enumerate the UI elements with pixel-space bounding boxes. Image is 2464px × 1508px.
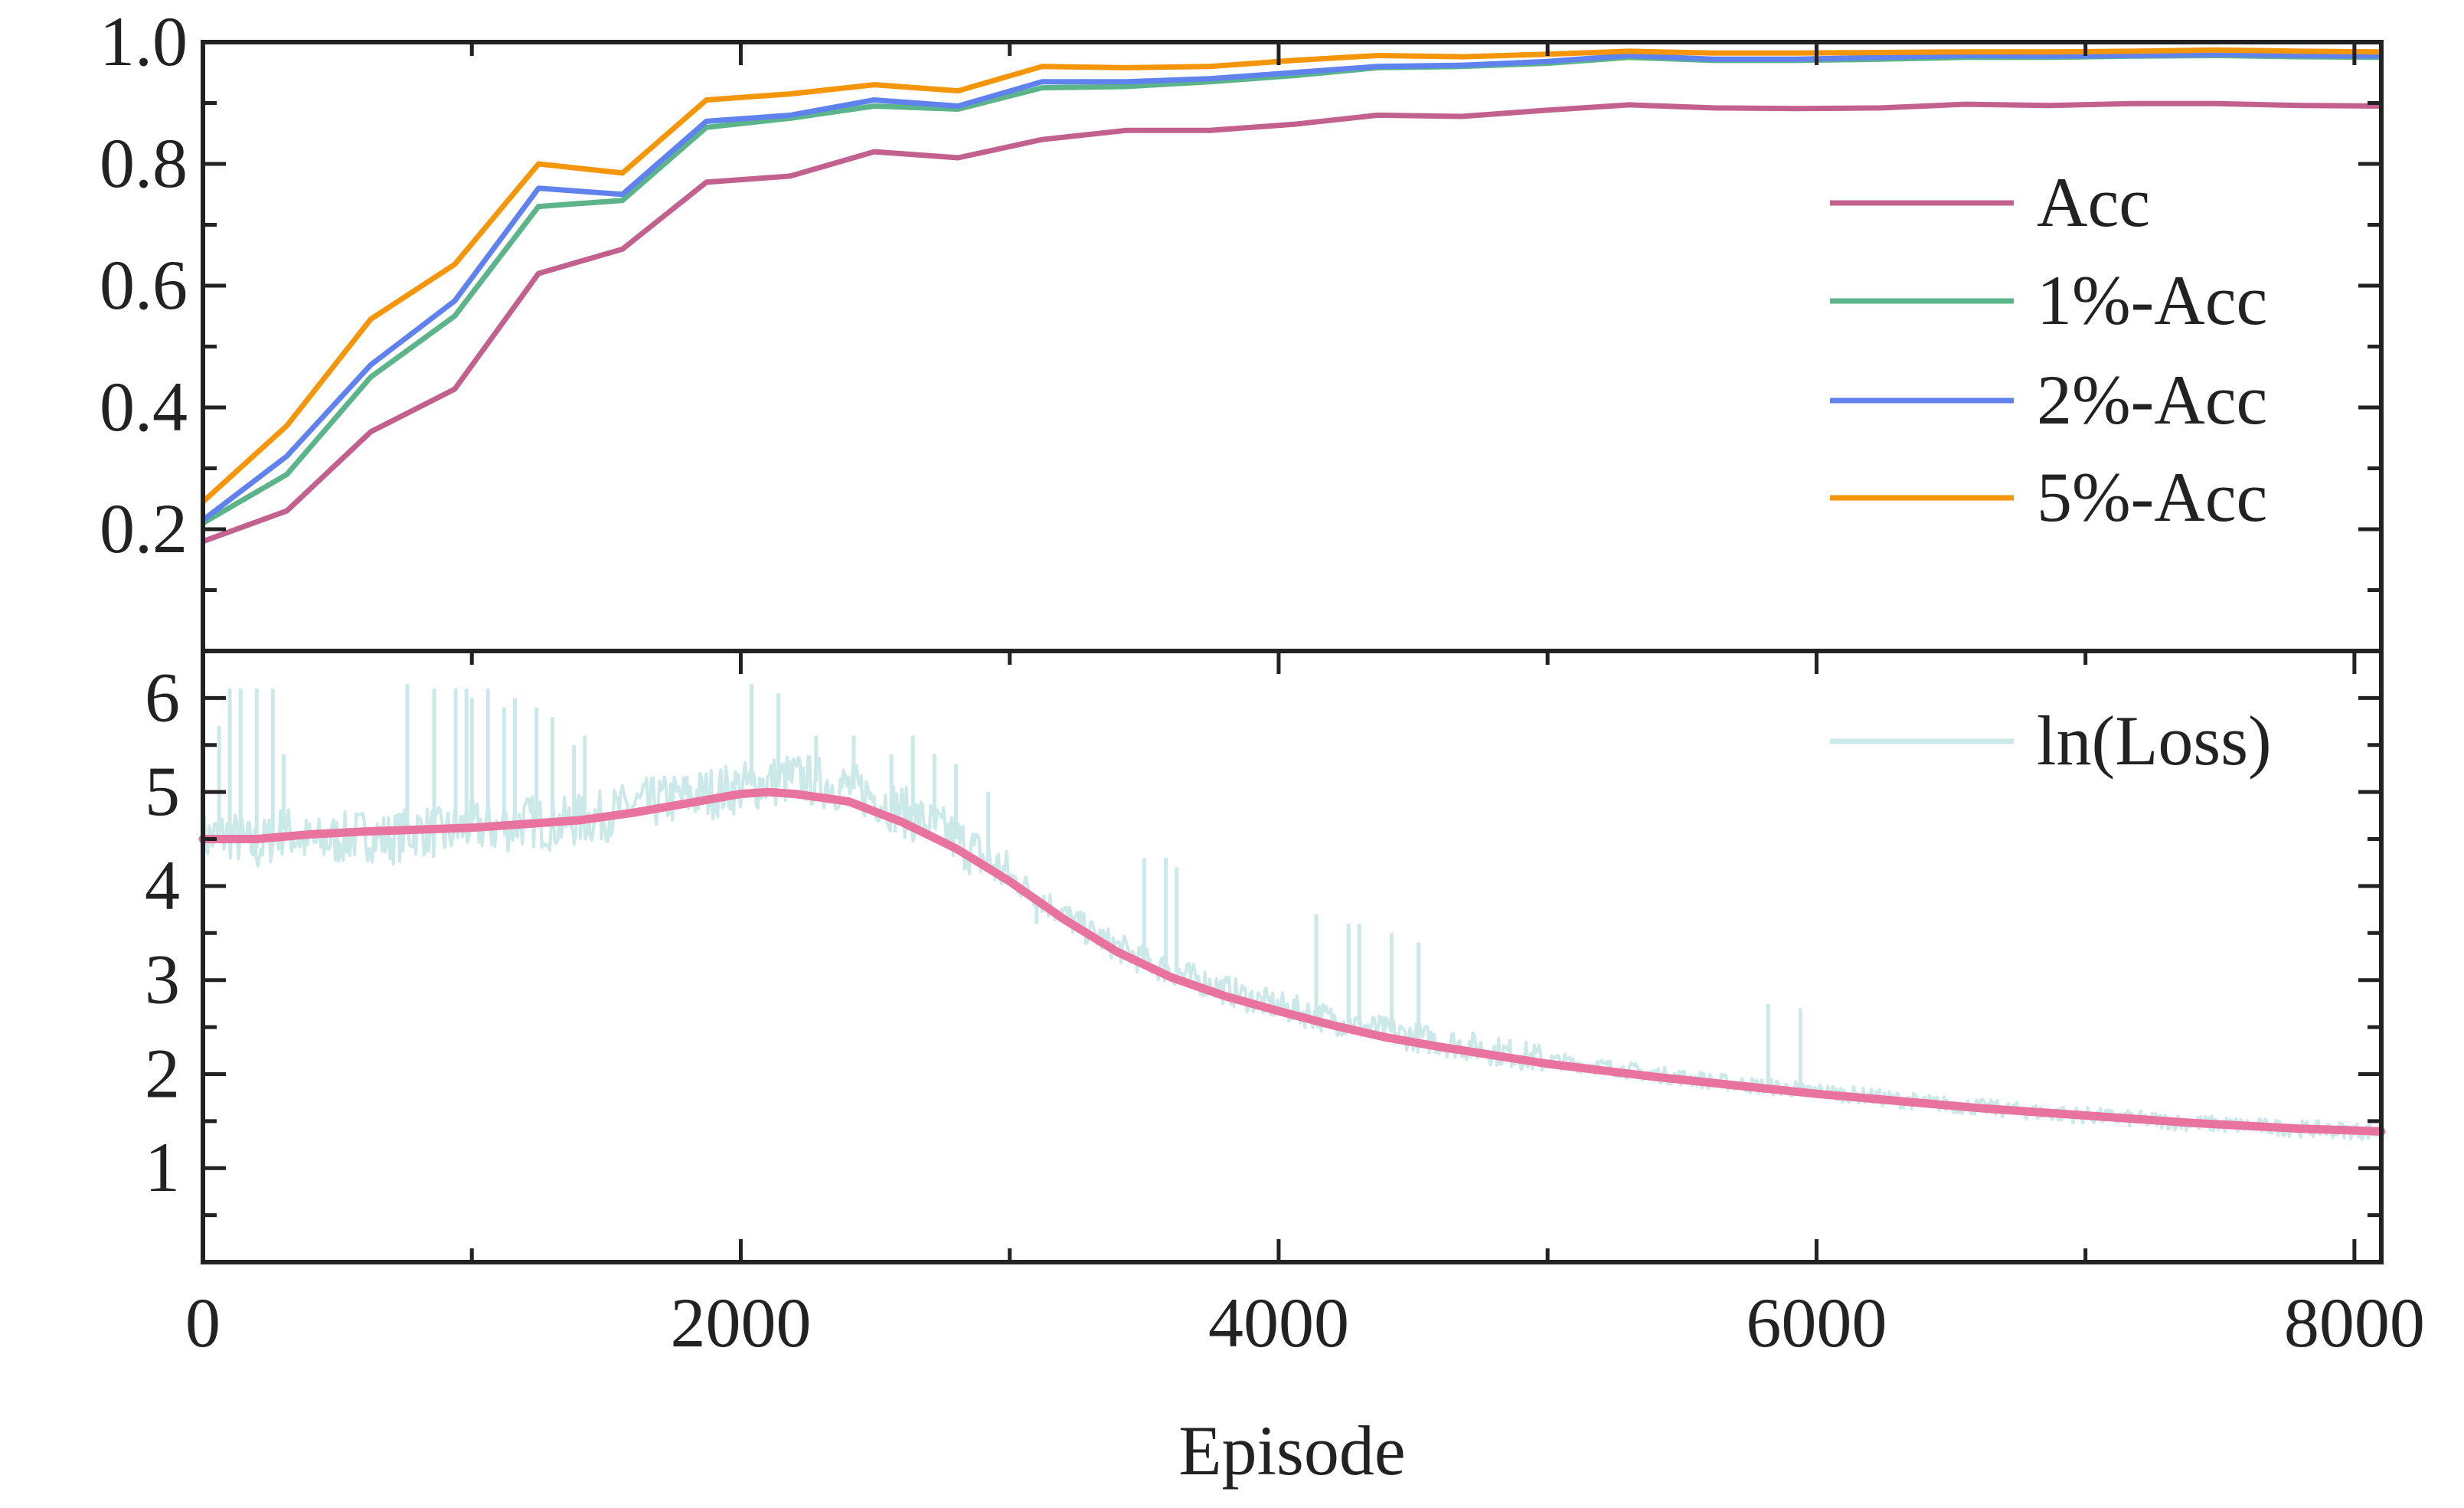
accuracy-legend: Acc 1%-Acc 2%-Acc 5%-Acc xyxy=(1830,163,2267,536)
loss-plot-frame xyxy=(201,649,2384,1264)
loss-y-tick-label: 5 xyxy=(145,752,180,830)
accuracy-line-2pct-acc xyxy=(201,51,2382,522)
legend-label-3: 5%-Acc xyxy=(2037,458,2267,536)
loss-x-tick-label: 8000 xyxy=(2284,1284,2425,1362)
loss-x-tick-label: 6000 xyxy=(1746,1284,1887,1362)
loss-legend: ln(Loss) xyxy=(1830,702,2272,780)
loss-y-tick-label: 1 xyxy=(145,1128,180,1206)
accuracy-panel: 0.2 0.4 0.6 0.8 1.0 Acc 1%-Acc 2%-Acc 5%-Acc xyxy=(100,2,2384,653)
accuracy-y-tick-label: 0.2 xyxy=(100,489,188,568)
accuracy-line-5pct-acc xyxy=(201,47,2382,504)
accuracy-series-group xyxy=(201,47,2382,545)
loss-y-tick-label: 3 xyxy=(145,940,180,1019)
loss-y-tick-label: 6 xyxy=(145,658,180,736)
loss-y-tick-label: 2 xyxy=(145,1034,180,1112)
accuracy-y-tick-label: 0.8 xyxy=(100,124,188,202)
loss-x-tick-label: 0 xyxy=(185,1284,221,1362)
accuracy-y-tick-label: 0.6 xyxy=(100,246,188,324)
loss-x-tick-label: 2000 xyxy=(670,1284,811,1362)
accuracy-line-acc xyxy=(201,100,2382,545)
loss-tick-labels: 1 2 3 4 5 6 0 2000 4000 6000 8000 xyxy=(145,658,2425,1362)
legend-label-1: 1%-Acc xyxy=(2037,261,2267,339)
accuracy-tick-labels: 0.2 0.4 0.6 0.8 1.0 xyxy=(100,2,188,568)
loss-x-tick-label: 4000 xyxy=(1208,1284,1349,1362)
loss-series-group xyxy=(198,683,2386,1141)
accuracy-y-tick-label: 1.0 xyxy=(100,2,188,80)
loss-panel: 1 2 3 4 5 6 0 2000 4000 6000 8000 ln(Loss) xyxy=(145,649,2425,1362)
legend-label-loss: ln(Loss) xyxy=(2037,702,2272,780)
loss-y-tick-label: 4 xyxy=(145,846,180,924)
loss-smoothed-line xyxy=(198,787,2386,1136)
x-axis-title: Episode xyxy=(1178,1412,1405,1490)
legend-label-0: Acc xyxy=(2037,163,2150,241)
legend-label-2: 2%-Acc xyxy=(2037,361,2267,439)
accuracy-y-tick-label: 0.4 xyxy=(100,368,188,446)
